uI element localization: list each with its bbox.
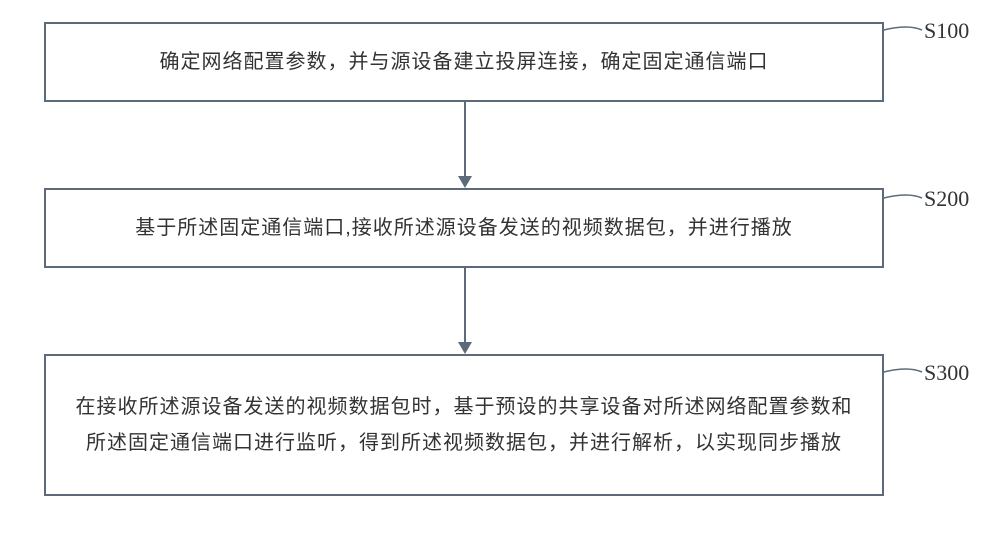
connector-line (464, 268, 466, 344)
leader-line-s100 (880, 20, 926, 38)
flow-step-text: 在接收所述源设备发送的视频数据包时，基于预设的共享设备对所述网络配置参数和所述固… (66, 389, 862, 461)
connector-arrowhead (458, 176, 472, 188)
flow-step-s100: 确定网络配置参数，并与源设备建立投屏连接，确定固定通信端口 (44, 22, 884, 102)
flow-step-label-s300: S300 (924, 360, 969, 386)
flow-step-s300: 在接收所述源设备发送的视频数据包时，基于预设的共享设备对所述网络配置参数和所述固… (44, 354, 884, 496)
connector-arrowhead (458, 342, 472, 354)
flow-step-text: 基于所述固定通信端口,接收所述源设备发送的视频数据包，并进行播放 (135, 210, 793, 246)
leader-line-s200 (880, 188, 926, 206)
flow-step-s200: 基于所述固定通信端口,接收所述源设备发送的视频数据包，并进行播放 (44, 188, 884, 268)
flow-step-label-s100: S100 (924, 18, 969, 44)
leader-line-s300 (880, 362, 926, 380)
connector-line (464, 102, 466, 178)
flow-step-label-s200: S200 (924, 186, 969, 212)
flow-step-text: 确定网络配置参数，并与源设备建立投屏连接，确定固定通信端口 (160, 44, 769, 80)
